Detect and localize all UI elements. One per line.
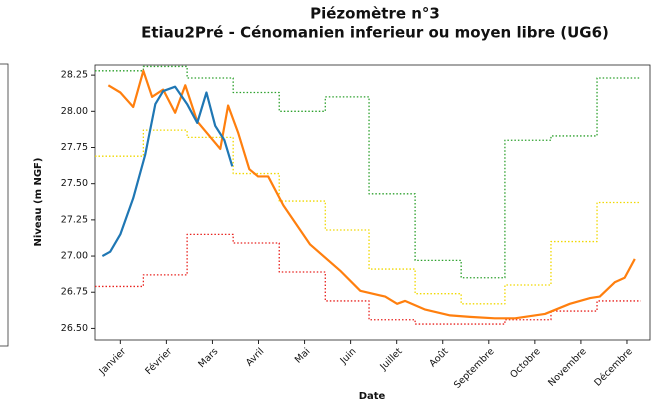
legend-box: [0, 63, 9, 347]
y-axis-label: Niveau (m NGF): [33, 158, 44, 247]
series-line: [101, 85, 234, 258]
y-tick-label: 28.25: [61, 70, 88, 81]
x-tick-label: Octobre: [508, 346, 543, 381]
y-tick-label: 27.50: [61, 178, 88, 189]
x-tick-label: Janvier: [97, 346, 129, 378]
chart-title: Piézomètre n°3: [310, 5, 440, 23]
series-line: [95, 233, 641, 325]
y-tick-label: 27.25: [61, 214, 88, 225]
y-tick-label: 27.00: [61, 251, 88, 262]
y-tick-label: 26.75: [61, 287, 88, 298]
x-tick-label: Août: [427, 346, 450, 369]
series-line: [107, 69, 636, 320]
x-axis-label: Date: [359, 391, 386, 402]
y-tick-label: 26.50: [61, 323, 88, 334]
chart-subtitle: Etiau2Pré - Cénomanien inferieur ou moye…: [141, 24, 609, 42]
series-line: [95, 129, 641, 305]
x-tick-label: Septembre: [452, 346, 497, 391]
plot-frame: [94, 64, 651, 341]
x-tick-label: Avril: [244, 346, 266, 368]
x-tick-label: Novembre: [546, 346, 589, 389]
series-line: [95, 65, 641, 279]
x-tick-label: Mai: [293, 346, 313, 366]
x-tick-label: Juin: [338, 346, 359, 367]
x-tick-label: Mars: [196, 346, 220, 370]
y-tick-label: 27.75: [61, 142, 88, 153]
y-tick-label: 28.00: [61, 106, 88, 117]
x-tick-label: Février: [143, 346, 174, 377]
x-tick-label: Juillet: [377, 346, 404, 373]
x-tick-label: Décembre: [592, 346, 635, 389]
